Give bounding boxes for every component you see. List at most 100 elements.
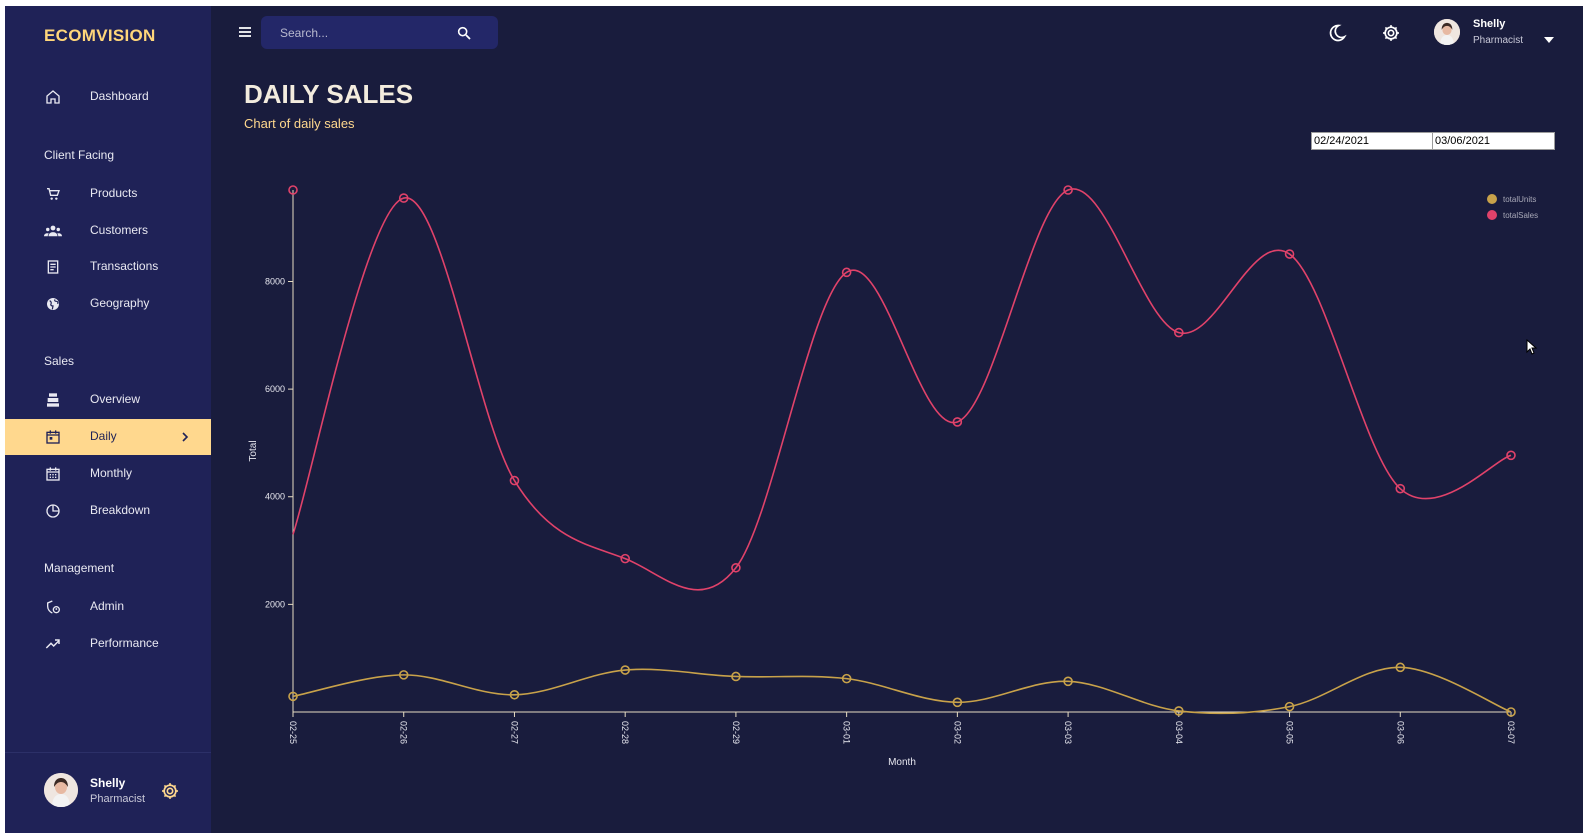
sidebar-item-label: Monthly — [90, 466, 133, 480]
sidebar-item-daily[interactable]: Daily — [5, 419, 211, 455]
data-point-totalUnits[interactable] — [1395, 662, 1406, 673]
sidebar-item-label: Breakdown — [90, 503, 151, 517]
sidebar-item-label: Dashboard — [90, 89, 149, 103]
y-axis-label: Total — [248, 440, 259, 461]
sidebar-item-monthly[interactable]: Monthly — [5, 456, 211, 492]
legend-label-totalSales[interactable]: totalSales — [1503, 211, 1538, 220]
data-point-totalSales[interactable] — [1284, 249, 1295, 259]
data-point-totalUnits[interactable] — [1506, 707, 1516, 717]
y-tick-label: 6000 — [265, 384, 285, 394]
caret-down-icon[interactable] — [1544, 30, 1554, 43]
x-tick-label: 02-28 — [620, 721, 630, 744]
sidebar: ECOMVISION Dashboard Client Facing Produ… — [5, 6, 211, 833]
pie-chart-icon — [44, 502, 62, 520]
sidebar-divider — [5, 752, 211, 753]
data-point-totalSales[interactable] — [620, 553, 630, 564]
data-point-totalSales[interactable] — [1506, 450, 1516, 461]
series-line-totalUnits — [292, 666, 1512, 715]
topbar-user-role: Pharmacist — [1473, 35, 1524, 46]
start-date-input[interactable] — [1311, 132, 1434, 150]
sidebar-item-label: Admin — [90, 599, 125, 613]
data-point-totalUnits[interactable] — [509, 689, 520, 700]
avatar[interactable] — [1434, 19, 1460, 45]
home-icon — [44, 88, 62, 106]
data-point-totalSales[interactable] — [731, 562, 741, 573]
daily-sales-chart: 2000 4000 6000 8000 02-25 02-26 02-27 02-28 02-2… — [248, 185, 1538, 768]
menu-icon[interactable] — [237, 24, 253, 40]
sidebar-item-label: Customers — [90, 223, 149, 237]
search-input[interactable]: Search... — [280, 26, 329, 40]
x-axis-label: Month — [888, 757, 916, 768]
admin-icon — [44, 598, 62, 616]
sidebar-item-label: Overview — [90, 392, 141, 406]
data-point-totalUnits[interactable] — [398, 670, 409, 680]
x-tick-label: 03-02 — [952, 721, 962, 744]
sidebar-user-role: Pharmacist — [90, 793, 146, 805]
section-management: Management — [44, 561, 115, 575]
sidebar-item-geography[interactable]: Geography — [5, 286, 211, 322]
receipt-icon — [44, 258, 62, 276]
data-point-totalUnits[interactable] — [1174, 706, 1184, 716]
sidebar-item-admin[interactable]: Admin — [5, 589, 211, 625]
data-point-totalUnits[interactable] — [620, 665, 630, 675]
data-point-totalSales[interactable] — [952, 417, 963, 427]
sidebar-item-performance[interactable]: Performance — [5, 626, 211, 662]
section-client-facing: Client Facing — [44, 148, 115, 162]
sidebar-item-overview[interactable]: Overview — [5, 382, 211, 418]
sidebar-item-label: Daily — [90, 429, 117, 443]
sidebar-item-label: Products — [90, 186, 138, 200]
end-date-input[interactable] — [1432, 132, 1555, 150]
avatar[interactable] — [44, 773, 78, 807]
x-tick-label: 02-27 — [509, 721, 519, 744]
app-window: ECOMVISION Dashboard Client Facing Produ… — [5, 6, 1583, 833]
y-tick-label: 2000 — [265, 599, 285, 609]
calendar-today-icon — [44, 428, 62, 446]
sidebar-item-transactions[interactable]: Transactions — [5, 249, 211, 285]
x-tick-label: 02-26 — [399, 721, 409, 744]
sidebar-user-name: Shelly — [90, 776, 126, 790]
x-tick-label: 03-05 — [1285, 721, 1295, 744]
data-point-totalUnits[interactable] — [288, 691, 298, 702]
sidebar-item-label: Performance — [90, 636, 159, 650]
search-icon[interactable] — [456, 25, 472, 41]
topbar-user-name[interactable]: Shelly — [1473, 18, 1506, 30]
data-point-totalSales[interactable] — [841, 267, 852, 278]
sidebar-item-breakdown[interactable]: Breakdown — [5, 493, 211, 529]
series-line-totalSales — [292, 188, 1512, 591]
x-tick-label: 03-01 — [842, 721, 852, 744]
sidebar-item-dashboard[interactable]: Dashboard — [5, 79, 211, 115]
data-point-totalUnits[interactable] — [841, 673, 852, 684]
globe-icon — [44, 295, 62, 313]
sidebar-item-label: Geography — [90, 296, 150, 310]
data-point-totalUnits[interactable] — [731, 671, 741, 682]
data-point-totalSales[interactable] — [1395, 483, 1406, 494]
legend-label-totalUnits[interactable]: totalUnits — [1503, 195, 1536, 204]
sidebar-item-products[interactable]: Products — [5, 176, 211, 212]
calendar-month-icon — [44, 465, 62, 483]
brand-logo[interactable]: ECOMVISION — [44, 26, 156, 45]
sidebar-item-label: Transactions — [90, 259, 159, 273]
data-point-totalSales[interactable] — [398, 193, 409, 203]
chevron-right-icon — [177, 429, 193, 445]
data-point-totalUnits[interactable] — [952, 697, 963, 708]
legend-swatch-totalSales — [1487, 210, 1497, 220]
data-point-totalSales[interactable] — [1063, 185, 1073, 195]
legend-swatch-totalUnits — [1487, 194, 1497, 204]
x-tick-label: 02-25 — [288, 721, 298, 744]
data-point-totalSales[interactable] — [288, 185, 298, 195]
section-sales: Sales — [44, 354, 75, 368]
data-point-totalSales[interactable] — [1174, 327, 1184, 338]
dark-mode-icon[interactable] — [1327, 23, 1347, 43]
sidebar-item-customers[interactable]: Customers — [5, 213, 211, 249]
x-tick-label: 03-07 — [1506, 721, 1516, 744]
search-bar[interactable]: Search... — [261, 16, 498, 49]
data-point-totalUnits[interactable] — [1284, 701, 1295, 712]
x-tick-label: 03-03 — [1063, 721, 1073, 744]
data-point-totalSales[interactable] — [509, 475, 520, 486]
y-tick-label: 8000 — [265, 276, 285, 286]
data-point-totalUnits[interactable] — [1063, 676, 1073, 687]
settings-gear-icon[interactable] — [1381, 23, 1401, 43]
page-subtitle: Chart of daily sales — [244, 116, 355, 131]
gear-icon[interactable] — [160, 781, 180, 801]
customers-icon — [44, 222, 62, 240]
